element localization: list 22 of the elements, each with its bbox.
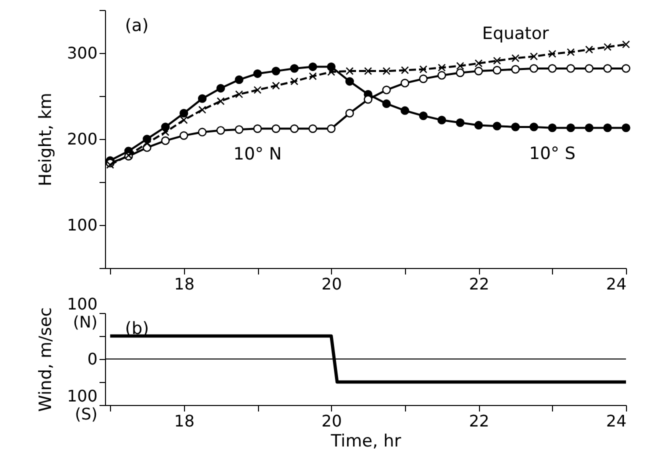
- x-tick-label: 24: [606, 274, 626, 294]
- y-tick-label: 300: [66, 44, 98, 62]
- y-axis-title: Height, km: [36, 92, 56, 186]
- series-label: 10° S: [529, 144, 576, 164]
- x-axis-title: Time, hr: [330, 432, 402, 452]
- x-tick-label: 22: [468, 274, 490, 294]
- x-tick-label: 24: [606, 412, 626, 430]
- x-tick-label: 20: [322, 274, 342, 294]
- y-tick-label: 0: [87, 350, 98, 368]
- y-tick-label: 100 (N): [66, 294, 98, 332]
- x-tick-label: 22: [468, 412, 490, 430]
- annotation: (b): [125, 319, 150, 339]
- x-tick-label: 20: [322, 412, 342, 430]
- series-label: 10° N: [233, 144, 282, 165]
- y-tick-label: 200: [66, 130, 98, 148]
- y-tick-label: 100: [66, 216, 98, 234]
- x-tick-label: 18: [174, 412, 195, 430]
- x-tick-label: 18: [174, 274, 195, 294]
- annotation: (a): [125, 16, 149, 36]
- series-label: Equator: [482, 24, 549, 44]
- y-axis-title: Wind, m/sec: [36, 307, 56, 412]
- y-tick-label: 100 (S): [66, 386, 98, 424]
